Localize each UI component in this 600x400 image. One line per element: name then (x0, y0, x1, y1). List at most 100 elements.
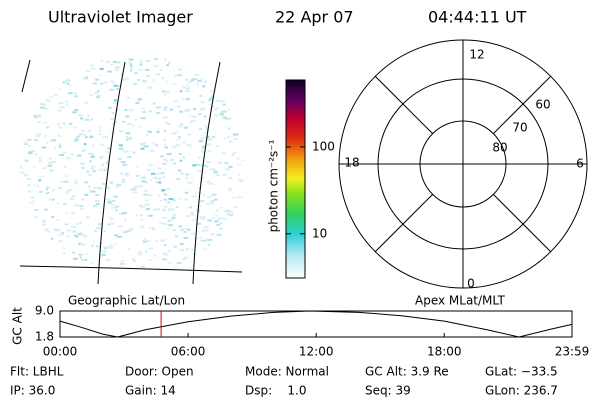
map-pixel (71, 111, 77, 114)
lat-label: 80 (492, 141, 507, 155)
map-pixel (176, 177, 181, 180)
map-pixel (85, 253, 90, 255)
map-pixel (128, 138, 132, 141)
map-pixel (200, 101, 205, 104)
map-pixel (57, 123, 60, 126)
map-pixel (124, 108, 128, 111)
map-pixel (173, 100, 179, 103)
map-pixel (113, 101, 119, 104)
title: Ultraviolet Imager (48, 8, 193, 27)
map-pixel (166, 188, 171, 190)
map-pixel (180, 172, 184, 175)
map-pixel (219, 206, 223, 209)
map-pixel (140, 265, 145, 268)
map-pixel (184, 78, 189, 81)
map-pixel (221, 115, 227, 118)
map-pixel (58, 240, 63, 243)
map-pixel (95, 194, 100, 196)
colorbar-tick-label: 10 (312, 226, 327, 240)
map-pixel (66, 189, 71, 192)
map-pixel (184, 198, 189, 201)
map-pixel (92, 144, 95, 147)
map-pixel (63, 253, 66, 255)
map-pixel (91, 118, 94, 121)
map-pixel (115, 109, 119, 111)
map-pixel (84, 101, 89, 104)
map-pixel (240, 159, 244, 162)
status-field: Dsp: 1.0 (245, 384, 307, 398)
map-pixel (228, 127, 231, 130)
map-pixel (78, 243, 82, 246)
map-pixel (126, 137, 130, 140)
map-pixel (110, 218, 115, 221)
map-pixel (146, 208, 150, 211)
map-pixel (145, 239, 151, 242)
map-pixel (125, 172, 129, 175)
map-pixel (168, 198, 174, 200)
map-pixel (122, 163, 126, 166)
map-pixel (162, 252, 167, 255)
hour-label: 0 (467, 277, 475, 291)
map-pixel (138, 68, 143, 71)
map-pixel (73, 140, 78, 143)
map-pixel (137, 253, 143, 256)
status-field: GLon: 236.7 (485, 384, 558, 398)
map-pixel (206, 136, 210, 138)
map-pixel (236, 196, 241, 199)
map-pixel (187, 133, 192, 136)
map-pixel (71, 226, 77, 228)
map-pixel (148, 214, 153, 217)
map-pixel (165, 80, 169, 83)
map-pixel (62, 247, 65, 250)
map-pixel (142, 240, 147, 243)
map-pixel (211, 95, 215, 98)
map-pixel (130, 188, 135, 191)
map-pixel (203, 137, 207, 140)
map-pixel (216, 233, 222, 236)
map-pixel (118, 130, 124, 133)
map-pixel (142, 80, 147, 83)
map-pixel (103, 169, 107, 172)
map-pixel (183, 237, 189, 239)
map-pixel (119, 147, 122, 150)
map-pixel (149, 110, 152, 113)
map-pixel (60, 232, 64, 235)
map-pixel (141, 142, 147, 145)
map-pixel (185, 248, 190, 251)
map-pixel (105, 162, 109, 165)
map-pixel (151, 142, 156, 145)
map-pixel (187, 181, 193, 184)
map-pixel (80, 243, 86, 246)
map-pixel (122, 263, 126, 265)
map-pixel (190, 211, 194, 214)
map-pixel (111, 112, 115, 115)
map-pixel (161, 90, 166, 93)
map-pixel (183, 258, 186, 261)
map-pixel (207, 150, 212, 153)
map-pixel (117, 225, 123, 228)
map-pixel (148, 194, 153, 197)
map-pixel (65, 174, 68, 177)
map-pixel (86, 69, 91, 72)
map-pixel (66, 103, 69, 106)
hour-label: 6 (576, 157, 584, 171)
map-pixel (76, 233, 81, 236)
time: 04:44:11 UT (428, 8, 527, 27)
map-pixel (132, 124, 135, 127)
map-pixel (114, 121, 118, 123)
map-pixel (161, 189, 166, 192)
map-pixel (144, 189, 149, 192)
map-pixel (62, 81, 66, 84)
map-pixel (163, 139, 167, 141)
map-pixel (98, 132, 102, 135)
map-pixel (76, 223, 80, 226)
map-pixel (34, 216, 38, 219)
map-pixel (117, 235, 122, 238)
map-pixel (205, 165, 209, 168)
map-pixel (148, 247, 153, 250)
map-pixel (53, 146, 57, 149)
map-pixel (58, 145, 62, 148)
map-pixel (50, 96, 53, 99)
map-pixel (168, 224, 173, 227)
map-pixel (44, 228, 49, 231)
